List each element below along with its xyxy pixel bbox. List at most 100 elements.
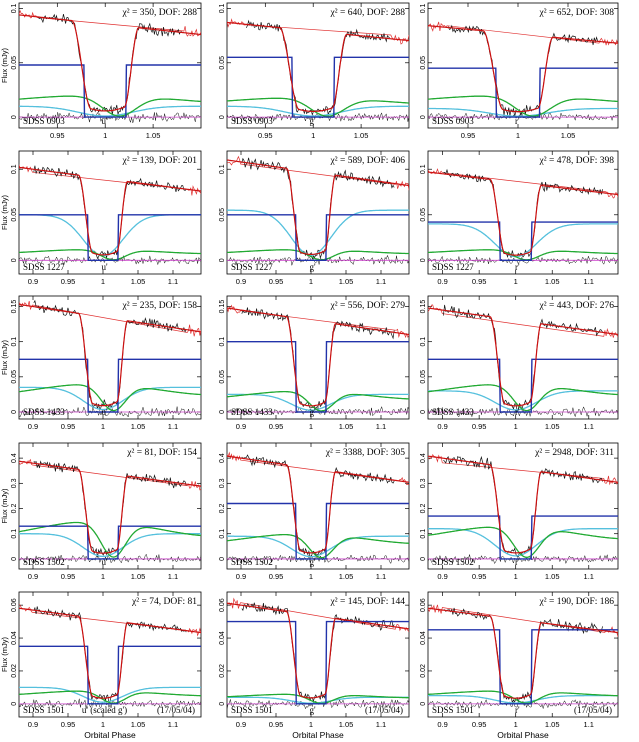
bright-spot-model-curve — [19, 249, 201, 261]
residual-series — [428, 112, 618, 122]
y-tick-label: 0.1 — [219, 3, 226, 13]
plot-frame — [18, 442, 202, 570]
band-label: u' — [101, 116, 108, 126]
disc-model-curve — [227, 209, 409, 256]
x-tick-label: 1.1 — [376, 572, 386, 581]
x-tick-label: 1 — [309, 277, 313, 286]
x-tick-label: 0.9 — [437, 720, 447, 729]
white-dwarf-model-curve — [428, 358, 618, 413]
unused-data-series — [428, 454, 618, 486]
x-tick-label: 0.95 — [472, 720, 487, 729]
y-tick-label: 0 — [420, 410, 427, 414]
bright-spot-model-curve — [428, 690, 618, 704]
x-tick-label: 1.05 — [545, 422, 560, 431]
residual-series — [428, 698, 618, 710]
white-dwarf-model-curve — [227, 56, 409, 118]
x-tick-label: 0.95 — [61, 720, 76, 729]
x-tick-label: 1.05 — [545, 572, 560, 581]
y-tick-label: 0.1 — [11, 3, 18, 13]
chi-square-annotation: χ² = 589, DOF: 406 — [330, 156, 406, 166]
bright-spot-model-curve — [428, 384, 618, 412]
white-dwarf-model-curve — [227, 214, 409, 261]
bright-spot-model-curve — [428, 249, 618, 261]
panel-contents — [19, 604, 201, 709]
x-tick-label: 1 — [309, 720, 313, 729]
plot-frame — [427, 150, 619, 275]
x-tick-label: 1 — [101, 572, 105, 581]
total-model-curve — [227, 307, 409, 407]
x-tick-label: 0.95 — [61, 572, 76, 581]
y-tick-label: 0.1 — [219, 529, 226, 539]
bright-spot-model-curve — [19, 384, 201, 412]
y-tick-label: 0.05 — [11, 208, 18, 222]
y-tick-label: 0 — [420, 115, 427, 119]
plot-frame — [18, 150, 202, 275]
x-tick-label: 0.9 — [236, 572, 246, 581]
x-tick-label: 1 — [311, 131, 315, 140]
y-tick-label: 0.06 — [11, 598, 18, 612]
band-label: r' — [515, 407, 520, 417]
total-model-curve — [428, 307, 618, 407]
residual-series — [19, 111, 201, 124]
chi-square-annotation: χ² = 81, DOF: 154 — [126, 448, 197, 458]
white-dwarf-model-curve — [19, 525, 201, 560]
y-tick-label: 0.06 — [219, 598, 226, 612]
plot-frame — [427, 2, 619, 129]
chi-square-annotation: χ² = 640, DOF: 288 — [330, 8, 406, 18]
y-tick-label: 0 — [219, 702, 226, 706]
total-model-curve — [19, 460, 201, 554]
x-tick-label: 1.1 — [584, 277, 594, 286]
y-tick-label: 0.3 — [11, 478, 18, 488]
disc-model-curve — [19, 686, 201, 703]
y-tick-label: 0.1 — [420, 529, 427, 539]
panel-contents — [428, 21, 618, 122]
y-tick-label: 0.1 — [420, 164, 427, 174]
y-tick-label: 0.15 — [219, 300, 226, 314]
x-tick-label: 0.95 — [50, 131, 65, 140]
total-model-curve — [428, 607, 618, 699]
residual-series — [227, 405, 409, 417]
light-curve-panel: 0.9 0.95 1 1.05 1.1 0 0.05 0.1 χ² = 139, DOF: 20… — [0, 150, 202, 286]
x-tick-label: 0.9 — [28, 422, 38, 431]
white-dwarf-model-curve — [227, 502, 409, 560]
object-label: SDSS 0903 — [432, 116, 474, 126]
x-tick-label: 1.1 — [376, 422, 386, 431]
total-model-curve — [227, 455, 409, 554]
chi-square-annotation: χ² = 652, DOF: 308 — [539, 8, 615, 18]
light-curve-panel: 0.9 0.95 1 1.05 1.1 0 0.02 0.04 0.06 χ² = 190, DO… — [420, 591, 619, 740]
plot-frame — [18, 295, 202, 420]
x-tick-label: 0.95 — [61, 422, 76, 431]
white-dwarf-model-curve — [428, 221, 618, 261]
x-tick-label: 1.05 — [339, 422, 354, 431]
y-axis-label: Flux (mJy) — [0, 488, 9, 523]
total-model-curve — [19, 166, 201, 256]
chi-square-annotation: χ² = 190, DOF: 186 — [539, 597, 615, 607]
y-tick-label: 0.4 — [219, 453, 226, 463]
bright-spot-model-curve — [227, 390, 409, 412]
x-tick-label: 1.1 — [584, 422, 594, 431]
y-tick-label: 0.3 — [219, 478, 226, 488]
x-tick-label: 1.05 — [339, 277, 354, 286]
bright-spot-model-curve — [227, 97, 409, 117]
y-tick-label: 0.05 — [219, 370, 226, 384]
bright-spot-model-curve — [428, 95, 618, 117]
x-tick-label: 0.95 — [472, 277, 487, 286]
x-axis-label: Orbital Phase — [84, 730, 136, 740]
y-tick-label: 0.1 — [11, 164, 18, 174]
white-dwarf-model-curve — [19, 214, 201, 261]
total-model-curve — [227, 159, 409, 255]
x-tick-label: 0.95 — [472, 422, 487, 431]
y-tick-label: 0 — [219, 557, 226, 561]
y-tick-label: 0.02 — [420, 664, 427, 678]
plot-frame — [18, 591, 202, 718]
x-tick-label: 0.95 — [258, 131, 273, 140]
disc-model-curve — [428, 107, 618, 117]
y-tick-label: 0 — [219, 258, 226, 262]
light-curve-panel: 0.95 1 1.05 0 0.05 0.1 χ² = 350, DOF: 288 SDSS … — [0, 2, 202, 140]
x-tick-label: 1.1 — [376, 720, 386, 729]
total-model-curve — [19, 14, 201, 112]
y-tick-label: 0.2 — [11, 504, 18, 514]
y-axis-label: Flux (mJy) — [0, 48, 9, 83]
band-label: r' — [515, 557, 520, 567]
y-tick-label: 0.1 — [11, 529, 18, 539]
